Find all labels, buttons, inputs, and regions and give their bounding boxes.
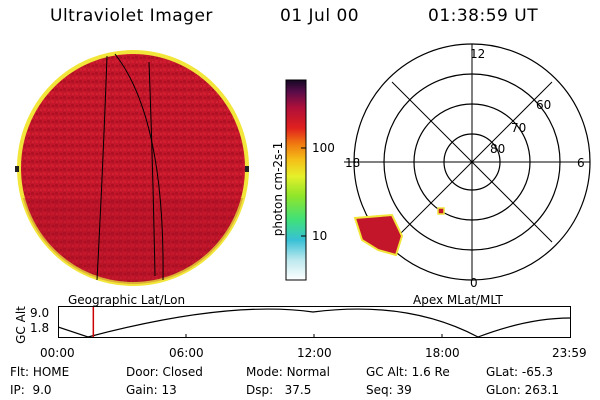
status-flt: Flt: HOME [10,365,69,379]
glon-value: 263.1 [524,383,559,397]
door-value: Closed [162,365,203,379]
seq-value: 39 [396,383,412,397]
lat-label-70: 70 [511,121,527,135]
status-gcalt: GC Alt: 1.6 Re [366,365,450,379]
altitude-plot [58,306,571,338]
dsp-value: 37.5 [284,383,312,397]
flt-label: Flt: [10,365,29,379]
dayglow-shading [19,198,247,284]
status-mode: Mode: Normal [246,365,330,379]
gcalt-label: GC Alt: [366,365,408,379]
meridian-lines [96,53,164,281]
gain-label: Gain: [126,383,158,397]
ip-value: 9.0 [32,383,52,397]
mode-label: Mode: [246,365,283,379]
mlt-label-right: 6 [577,156,585,170]
status-door: Door: Closed [126,365,203,379]
flt-value: HOME [32,365,70,379]
glat-label: GLat: [486,365,519,379]
glon-label: GLon: [486,383,521,397]
seq-label: Seq: [366,383,393,397]
status-glon: GLon: 263.1 [486,383,559,397]
colorbar [285,79,307,281]
date-label: 01 Jul 00 [280,6,360,26]
lat-label-60: 60 [536,98,552,112]
right-panel-caption: Apex MLat/MLT [413,293,503,307]
status-gain: Gain: 13 [126,383,177,397]
altitude-ytick-top: 9.0 [30,306,50,320]
colorbar-tick-100: 100 [312,141,335,155]
glat-value: -65.3 [521,365,553,379]
x-tick-2359: 23:59 [552,346,587,360]
status-seq: Seq: 39 [366,383,412,397]
instrument-title: Ultraviolet Imager [50,6,213,26]
x-tick-1200: 12:00 [297,346,332,360]
x-tick-0600: 06:00 [169,346,204,360]
altitude-ytick-bottom: 1.8 [30,321,50,335]
polar-plot [344,43,591,281]
x-tick-1800: 18:00 [425,346,460,360]
geographic-image [15,50,249,286]
time-label: 01:38:59 UT [428,6,539,26]
mlt-lines [344,44,590,280]
altitude-ylabel: GC Alt [14,306,28,344]
altitude-curve [58,308,571,338]
colorbar-tick-10: 10 [312,229,328,243]
lat-label-80: 80 [490,142,506,156]
mlt-label-bottom: 0 [470,276,478,290]
gcalt-value: 1.6 Re [411,365,450,379]
left-panel-caption: Geographic Lat/Lon [68,293,186,307]
mlt-label-left: 18 [345,156,361,170]
colorbar-unit-label: photon cm-2s-1 [271,141,285,237]
gain-value: 13 [161,383,177,397]
status-dsp: Dsp: 37.5 [246,383,311,397]
status-ip: IP: 9.0 [10,383,52,397]
ip-label: IP: [10,383,25,397]
status-glat: GLat: -65.3 [486,365,553,379]
x-tick-0000: 00:00 [40,346,75,360]
mode-value: Normal [286,365,330,379]
auroral-patch [353,207,445,257]
dsp-label: Dsp: [246,383,274,397]
door-label: Door: [126,365,159,379]
mlt-label-top: 12 [470,47,486,61]
